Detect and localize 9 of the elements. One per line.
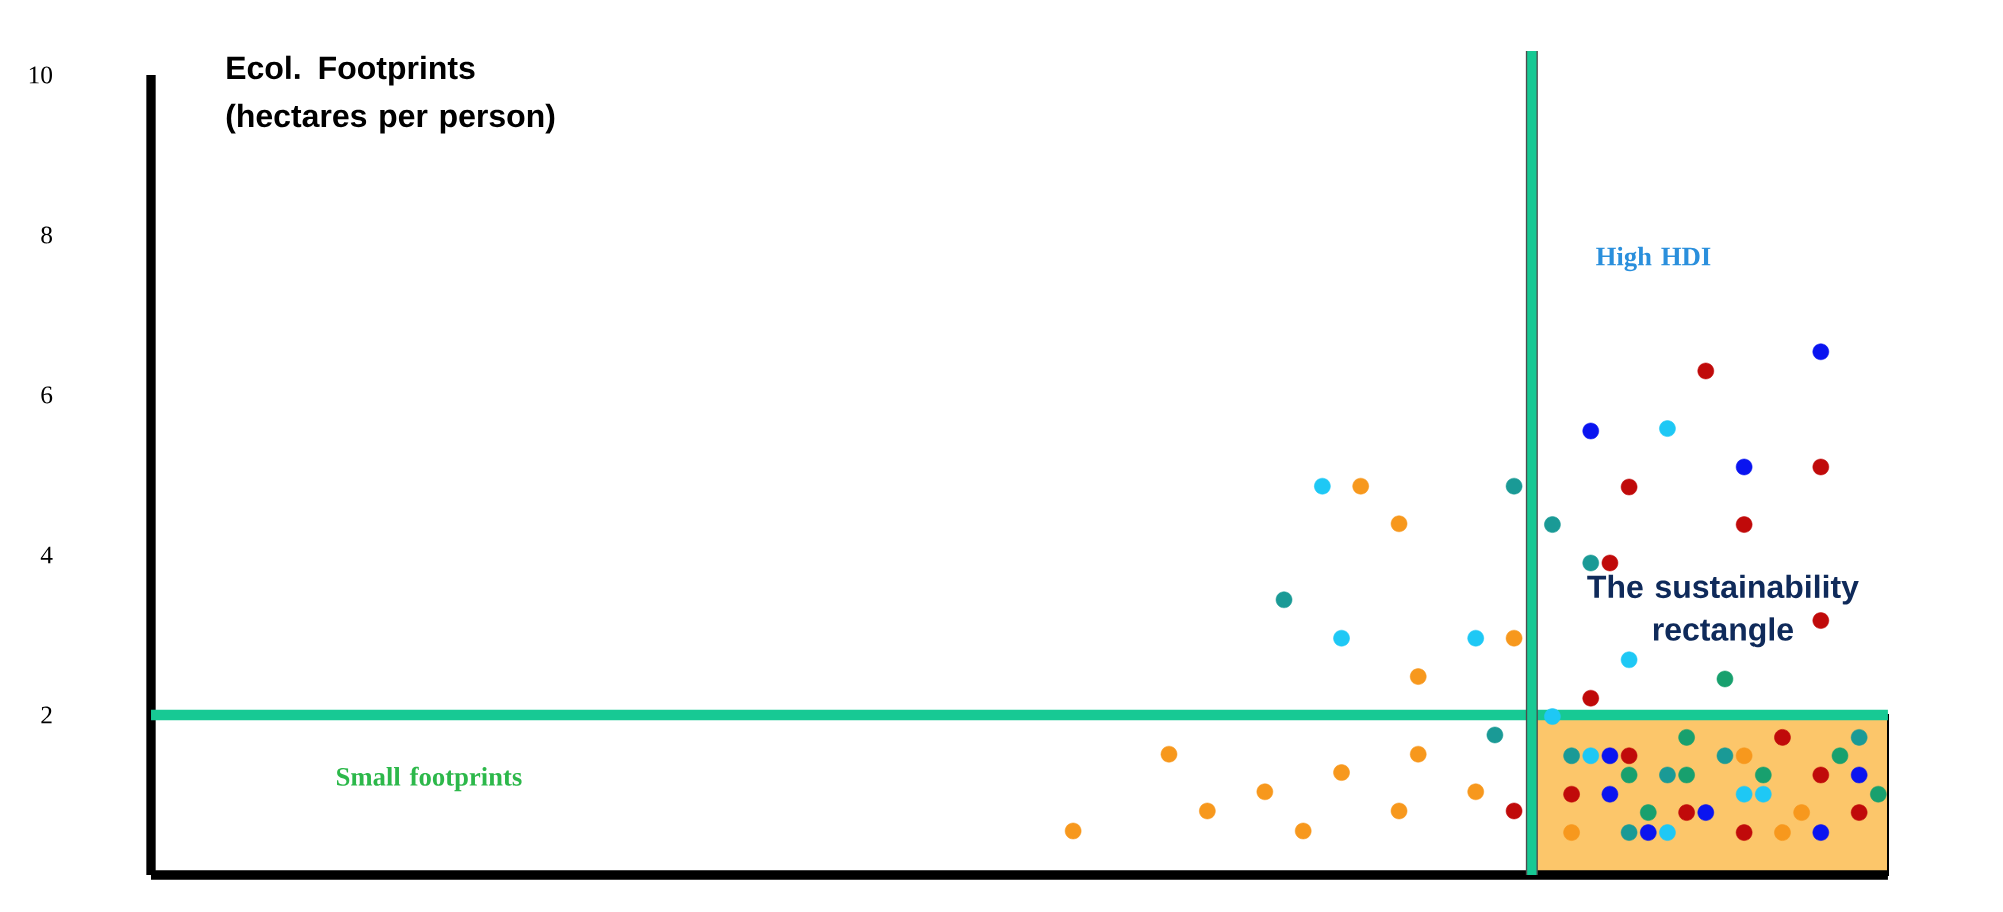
y-tick-label: 10 [29,66,52,84]
y-tick-label: 6 [41,386,53,404]
annotation: High HDI [1596,246,1711,272]
y-tick-label: 8 [41,226,52,244]
y-tick-label: 2 [41,706,52,724]
annotation: Small footprints [337,766,522,792]
annotation: The sustainability rectangle [1587,574,1859,648]
y-tick-label: 4 [40,546,53,564]
y-axis-title: Ecol. Footprints (hectares per person) [226,55,555,134]
